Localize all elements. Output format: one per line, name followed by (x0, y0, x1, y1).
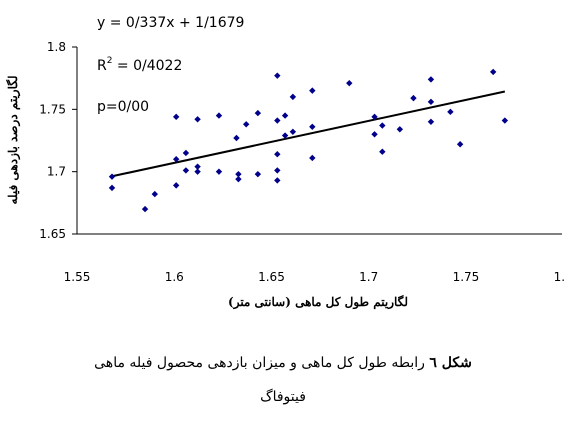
data-point-41 (427, 118, 435, 125)
figure-caption: شکل ٦ رابطه طول کل ماهی و میزان بازدهی م… (40, 346, 526, 414)
data-point-40 (427, 98, 435, 106)
data-point-7 (182, 149, 190, 157)
data-point-32 (346, 79, 353, 87)
regression-equation: y = 0/337x + 1/1679 (97, 15, 244, 31)
data-point-45 (501, 117, 509, 124)
x-tick-label-3: 1.7 (359, 270, 378, 284)
y-axis-title: لگاریتم درصد بازدهی فیله (5, 75, 21, 204)
data-point-12 (215, 112, 223, 119)
data-point-17 (242, 121, 250, 128)
data-point-16 (235, 175, 242, 183)
y-tick-label-3: 1.8 (47, 40, 66, 54)
data-point-1 (108, 184, 116, 192)
data-point-2 (141, 205, 149, 213)
caption-line-1: شکل ٦ رابطه طول کل ماهی و میزان بازدهی م… (40, 346, 526, 380)
data-point-18 (254, 109, 262, 117)
data-point-28 (289, 128, 297, 135)
caption-text: رابطه طول کل ماهی و میزان بازدهی محصول ف… (94, 355, 430, 371)
r-squared-annotation: R2 = 0/4022 (97, 56, 182, 74)
r-squared-value: = 0/4022 (112, 58, 182, 74)
x-tick-label-0: 1.55 (64, 270, 91, 284)
caption-figure-number: شکل ٦ (429, 355, 472, 371)
scatter-chart: 1.55 1.6 1.65 1.7 1.75 1.8 1.65 1.7 1.75 1.8 y = … (5, 15, 566, 310)
data-point-9 (194, 116, 201, 123)
tick-labels: 1.55 1.6 1.65 1.7 1.75 1.8 1.65 1.7 1.75 1.8 (39, 40, 566, 284)
data-point-26 (281, 132, 289, 139)
data-point-3 (151, 190, 158, 198)
y-tick-label-2: 1.75 (39, 102, 66, 116)
x-tick-label-2: 1.65 (258, 270, 285, 284)
data-point-5 (172, 156, 180, 163)
data-point-20 (274, 72, 281, 79)
data-point-42 (447, 108, 454, 116)
data-point-21 (274, 117, 281, 124)
data-point-38 (410, 94, 417, 102)
data-point-13 (215, 168, 223, 175)
data-point-35 (379, 122, 386, 129)
data-point-4 (172, 113, 180, 121)
axes (72, 46, 562, 235)
data-point-29 (309, 87, 316, 94)
data-point-22 (274, 151, 281, 158)
data-point-27 (289, 93, 297, 101)
data-point-14 (233, 134, 240, 142)
data-point-37 (396, 126, 404, 133)
p-value-annotation: p=0/00 (97, 99, 149, 115)
x-tick-label-4: 1.75 (453, 270, 480, 284)
y-tick-label-0: 1.65 (39, 227, 66, 241)
data-point-6 (172, 182, 180, 189)
data-point-0 (108, 173, 116, 180)
data-point-15 (235, 170, 242, 178)
data-point-8 (182, 167, 190, 174)
data-point-33 (371, 113, 378, 121)
x-tick-label-5: 1.8 (554, 270, 566, 284)
data-point-19 (254, 170, 262, 178)
trendline-layer (111, 90, 506, 178)
data-point-39 (427, 76, 435, 83)
data-point-43 (456, 141, 464, 148)
y-tick-label-1: 1.7 (47, 165, 66, 179)
x-axis-title: لگاریتم طول کل ماهی (سانتی متر) (228, 294, 408, 310)
data-point-10 (194, 163, 201, 170)
trendline (111, 90, 506, 178)
caption-line-2: فیتوفاگ (260, 389, 306, 405)
data-points (108, 68, 509, 213)
data-point-23 (274, 167, 281, 174)
data-point-25 (281, 112, 289, 119)
data-point-36 (379, 148, 386, 155)
data-point-44 (489, 68, 497, 76)
x-tick-label-1: 1.6 (165, 270, 184, 284)
data-point-24 (274, 177, 281, 184)
data-point-11 (194, 168, 201, 175)
r-squared-prefix: R (97, 58, 107, 74)
data-point-34 (371, 131, 378, 138)
data-point-31 (309, 154, 316, 162)
data-point-30 (309, 123, 316, 130)
r-squared-superscript: 2 (107, 56, 113, 66)
